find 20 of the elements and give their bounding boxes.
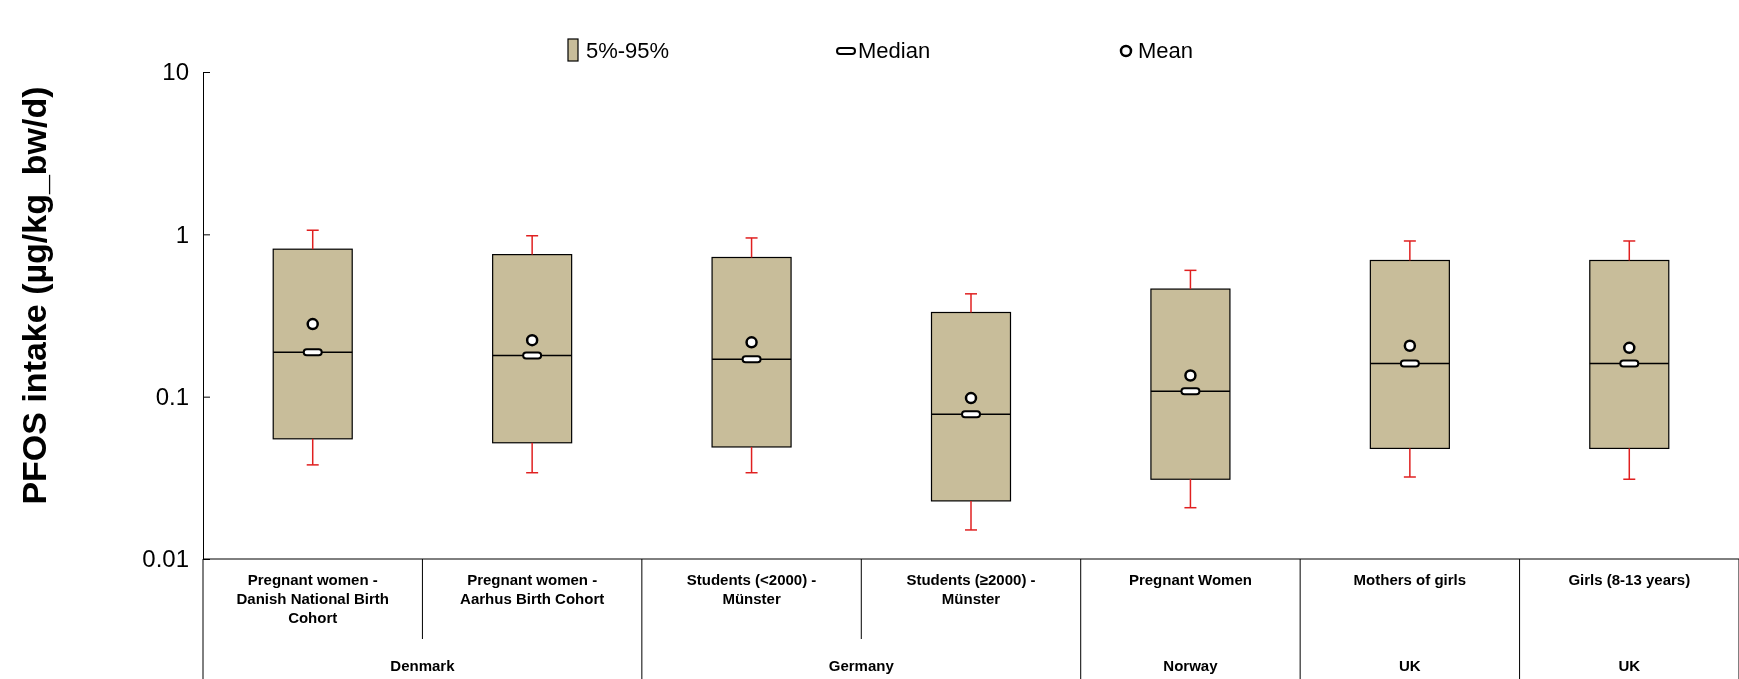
- y-tick-label: 10: [162, 58, 189, 86]
- x-tick-label: Students (<2000) - Münster: [686, 571, 817, 607]
- x-tick-label: Mothers of girls: [1353, 571, 1467, 588]
- text: UK: [1399, 657, 1421, 674]
- x-tick-label: Pregnant Women: [1128, 571, 1252, 588]
- legend-label: Median: [858, 38, 931, 63]
- y-tick-label: 0.1: [155, 382, 189, 410]
- x-tick-label: Pregnant women - Aarhus Birth Cohort: [460, 571, 605, 607]
- y-axis-title: PFOS intake (µg/kg_bw/d): [15, 86, 53, 505]
- y-tick-label: 1: [175, 220, 189, 248]
- legend-label: 5%-95%: [586, 38, 670, 63]
- text: Germany: [828, 657, 895, 674]
- x-tick-label: Pregnant women - Danish National Birth Cohort: [236, 571, 389, 626]
- legend-label: Mean: [1138, 38, 1194, 63]
- text: UK: [1618, 657, 1641, 674]
- text: Norway: [1163, 657, 1219, 674]
- x-tick-label: Girls (8-13 years): [1568, 571, 1691, 588]
- y-tick-label: 0.01: [142, 545, 189, 573]
- text: Denmark: [390, 657, 456, 674]
- x-tick-label: Students (≥2000) - Münster: [906, 571, 1036, 607]
